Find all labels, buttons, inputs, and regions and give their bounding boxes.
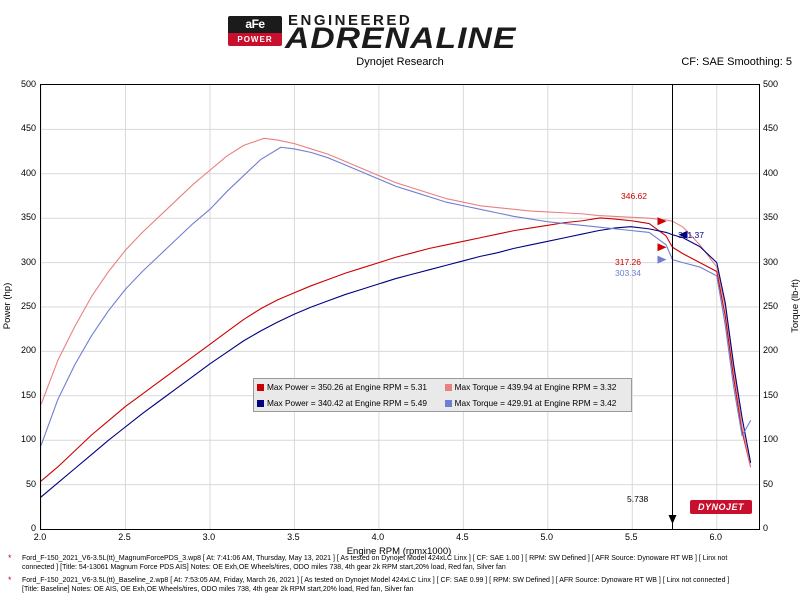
- y-tick-label-right: 400: [763, 167, 779, 178]
- chart-legend: Max Power = 350.26 at Engine RPM = 5.31 …: [253, 378, 632, 412]
- legend-swatch-torque-red: [444, 384, 452, 392]
- y-tick-label-right: 200: [763, 345, 779, 356]
- legend-row: Max Power = 340.42 at Engine RPM = 5.49 …: [254, 395, 631, 411]
- x-tick-label: 4.5: [456, 532, 469, 542]
- x-tick-label: 3.0: [202, 532, 216, 542]
- y-tick-label-left: 150: [20, 389, 36, 400]
- chart-canvas: [41, 85, 759, 529]
- legend-torque-2: Max Torque = 429.91 at Engine RPM = 3.42: [442, 395, 631, 411]
- y-tick-label-right: 50: [763, 478, 774, 489]
- annotation-346: 346.62: [621, 191, 647, 201]
- legend-torque-label-2: Max Torque = 429.91 at Engine RPM = 3.42: [454, 398, 617, 408]
- afe-power-logo: aFe POWER: [228, 16, 282, 46]
- y-tick-label-right: 500: [763, 79, 779, 89]
- x-tick-label: 2.0: [33, 532, 47, 542]
- dynojet-watermark: DYNOJET: [690, 500, 752, 514]
- cf-smoothing-label: CF: SAE Smoothing: 5: [681, 56, 792, 68]
- afe-logo-top: aFe: [228, 16, 282, 33]
- y-tick-label-right: 150: [763, 389, 779, 400]
- note-star-icon: *: [8, 575, 12, 585]
- engineered-text: ENGINEERED: [288, 12, 413, 29]
- legend-swatch-torque-blue: [444, 400, 452, 408]
- legend-torque-label-1: Max Torque = 439.94 at Engine RPM = 3.32: [454, 382, 617, 392]
- y-tick-label-right: 450: [763, 123, 779, 134]
- y-axis-right-title: Torque (lb-ft): [790, 279, 800, 333]
- legend-power-label-2: Max Power = 340.42 at Engine RPM = 5.49: [267, 398, 428, 408]
- annotation-303: 303.34: [615, 268, 641, 278]
- run-note-2: * Ford_F-150_2021_V6-3.5L(tt)_Baseline_2…: [0, 576, 800, 594]
- chart-header: aFe POWER ENGINEERED ADRENALINE: [0, 0, 800, 58]
- y-tick-label-right: 300: [763, 256, 779, 267]
- legend-power-1: Max Power = 350.26 at Engine RPM = 5.31: [254, 379, 442, 395]
- x-tick-label: 2.5: [118, 532, 131, 542]
- y-tick-label-left: 450: [20, 123, 36, 134]
- y-tick-label-left: 400: [20, 167, 36, 178]
- y-tick-label-right: 250: [763, 301, 779, 311]
- y-tick-label-right: 350: [763, 212, 779, 223]
- run-notes: * Ford_F-150_2021_V6-3.5L(tt)_MagnumForc…: [0, 550, 800, 594]
- y-tick-label-left: 50: [25, 478, 36, 489]
- note-star-icon: *: [8, 553, 12, 563]
- x-tick-label: 5.0: [540, 532, 554, 542]
- legend-torque-1: Max Torque = 439.94 at Engine RPM = 3.32: [442, 379, 631, 395]
- annotation-331: 331.37: [678, 230, 704, 240]
- x-tick-label: 6.0: [709, 532, 723, 542]
- x-tick-label: 3.5: [287, 532, 300, 542]
- y-tick-label-left: 350: [20, 212, 36, 223]
- y-axis-left-title: Power (hp): [2, 282, 13, 330]
- y-tick-label-right: 100: [763, 434, 779, 445]
- dyno-plot-area: [40, 84, 760, 530]
- chart-subtitle: Dynojet Research: [356, 56, 444, 68]
- legend-swatch-power-red: [257, 384, 264, 392]
- legend-row: Max Power = 350.26 at Engine RPM = 5.31 …: [254, 379, 631, 395]
- y-tick-label-left: 100: [20, 434, 36, 445]
- run-note-1: * Ford_F-150_2021_V6-3.5L(tt)_MagnumForc…: [0, 554, 800, 572]
- annotation-cursor-rpm: 5.738: [627, 494, 649, 504]
- y-tick-label-left: 0: [30, 523, 36, 533]
- legend-power-label-1: Max Power = 350.26 at Engine RPM = 5.31: [267, 382, 428, 392]
- y-tick-label-right: 0: [763, 523, 769, 533]
- x-tick-label: 4.0: [371, 532, 385, 542]
- afe-logo-bottom: POWER: [228, 33, 282, 46]
- x-tick-label: 5.5: [625, 532, 638, 542]
- adrenaline-text: ADRENALINE: [285, 22, 517, 55]
- legend-power-2: Max Power = 340.42 at Engine RPM = 5.49: [254, 395, 442, 411]
- note-2-line-2: [Title: Baseline] Notes: OE AIS, OE Exh,…: [22, 586, 414, 593]
- annotation-317: 317.26: [615, 257, 641, 267]
- y-tick-label-left: 250: [20, 301, 36, 311]
- note-2-line-1: Ford_F-150_2021_V6-3.5L(tt)_Baseline_2.w…: [22, 577, 730, 584]
- y-tick-label-left: 200: [20, 345, 36, 356]
- x-axis-title: Engine RPM (rpmx1000): [346, 546, 452, 557]
- note-1-line-1: Ford_F-150_2021_V6-3.5L(tt)_MagnumForceP…: [22, 555, 728, 562]
- y-tick-label-left: 500: [20, 79, 36, 89]
- note-1-line-2: connected ] [Title: 54-13061 Magnum Forc…: [22, 564, 506, 571]
- legend-swatch-power-blue: [257, 400, 264, 408]
- y-tick-label-left: 300: [20, 256, 36, 267]
